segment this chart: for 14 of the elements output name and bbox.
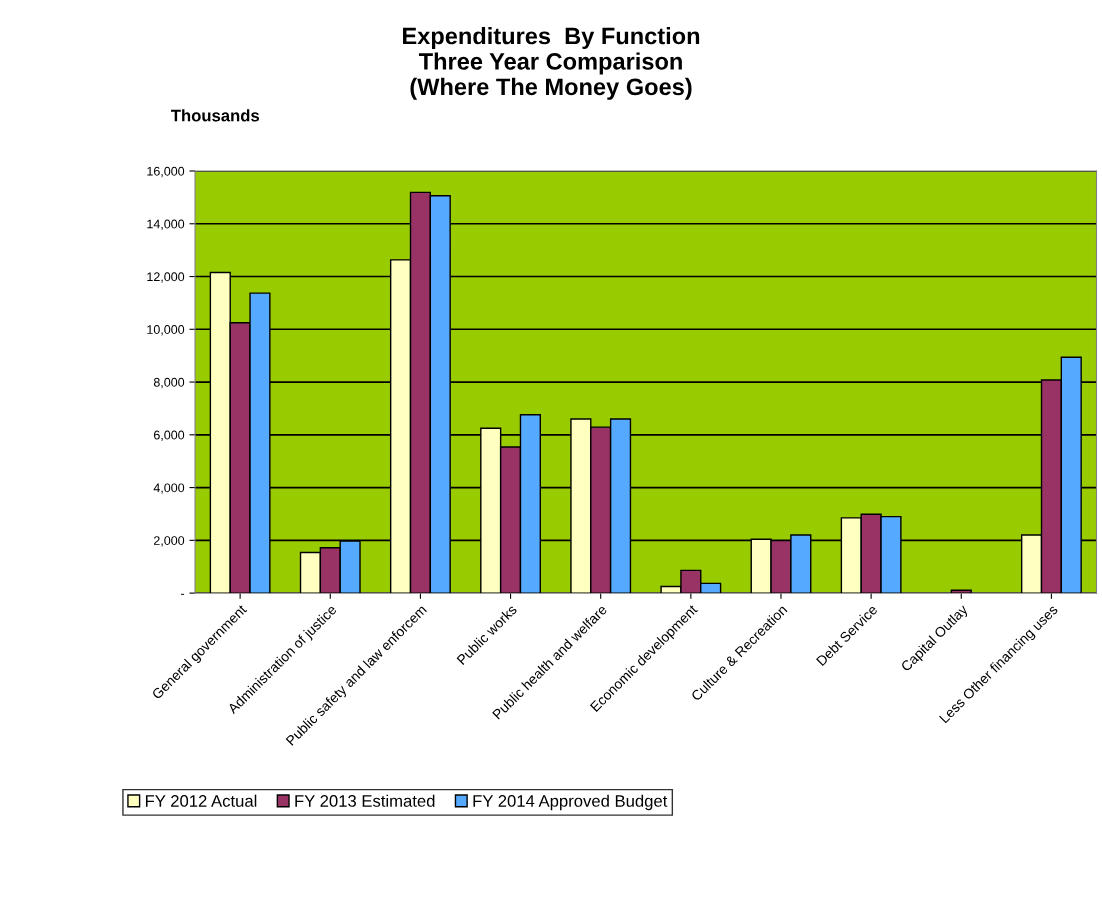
y-tick-label: 14,000	[147, 219, 185, 230]
y-tick-label: 10,000	[147, 325, 185, 336]
y-axis-title: Thousands	[171, 109, 260, 122]
y-tick-label: 12,000	[147, 272, 185, 283]
legend-label: FY 2014 Approved Budget	[473, 794, 668, 811]
y-tick-label: -	[181, 593, 185, 595]
y-tick-label: 16,000	[147, 166, 185, 178]
y-tick-label: 4,000	[153, 483, 185, 494]
y-tick-label: 6,000	[153, 430, 185, 441]
y-tick-label: 8,000	[153, 377, 185, 389]
y-tick-label: 2,000	[153, 536, 185, 547]
chart-title: Expenditures By Function Three Year Comparison (Where The Money Goes)	[403, 27, 700, 100]
legend-label: FY 2013 Estimated	[295, 794, 435, 807]
legend-label: FY 2012 Actual	[145, 794, 257, 807]
